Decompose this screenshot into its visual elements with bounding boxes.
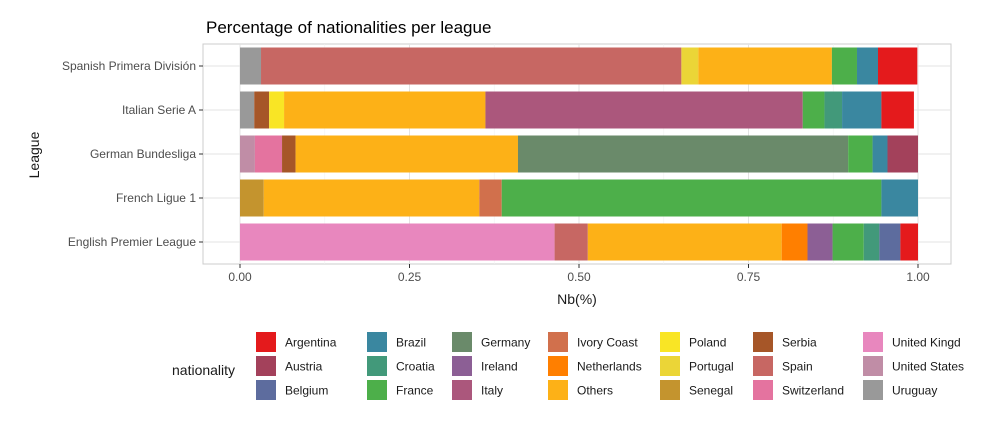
bar-segment-italian-serie-a-argentina [881,91,914,129]
legend-label: Spain [782,360,813,374]
chart-title: Percentage of nationalities per league [206,18,491,37]
legend-key [256,380,276,400]
bars [240,47,918,261]
legend-key [367,356,387,376]
legend-key [660,380,680,400]
bar-segment-french-ligue-1-ivory-coast [479,179,502,217]
legend-label: Austria [285,360,323,374]
bar-segment-english-premier-league-belgium [879,223,901,261]
legend-label: Ivory Coast [577,336,638,350]
bar-segment-spanish-primera-divisi-n-uruguay [240,47,262,85]
bar-segment-italian-serie-a-others [284,91,486,129]
legend-key [256,356,276,376]
legend-label: Serbia [782,336,817,350]
bar-segment-english-premier-league-ireland [807,223,833,261]
legend-label: Italy [481,384,503,398]
bar-segment-english-premier-league-argentina [900,223,918,261]
legend-key [753,380,773,400]
legend-label: Switzerland [782,384,844,398]
legend-label: Brazil [396,336,426,350]
x-tick-label: 0.00 [228,270,252,284]
bar-segment-italian-serie-a-uruguay [240,91,255,129]
y-tick-label: English Premier League [68,235,196,249]
legend-key [452,356,472,376]
bar-segment-italian-serie-a-croatia [824,91,843,129]
bar-segment-spanish-primera-divisi-n-argentina [877,47,918,85]
bar-segment-french-ligue-1-brazil [881,179,918,217]
x-tick-label: 0.75 [737,270,761,284]
y-tick-label: Spanish Primera División [62,59,196,73]
bar-segment-english-premier-league-others [587,223,782,261]
legend-key [753,356,773,376]
bar-segment-italian-serie-a-france [802,91,825,129]
bar-segment-german-bundesliga-switzerland [254,135,283,173]
legend-label: Argentina [285,336,337,350]
legend-key [452,380,472,400]
bar-segment-spanish-primera-divisi-n-brazil [856,47,878,85]
bar-segment-english-premier-league-spain [554,223,588,261]
legend-key [863,332,883,352]
legend-label: France [396,384,434,398]
legend-label: United States [892,360,964,374]
legend: Argentina Brazil Germany Ivory Coast Poland S… [256,332,964,400]
legend-label: Senegal [689,384,733,398]
legend-label: United Kingd [892,336,961,350]
bar-segment-english-premier-league-united-kingdom [240,223,555,261]
legend-key [367,380,387,400]
legend-key [753,332,773,352]
x-tick-label: 0.25 [398,270,422,284]
bar-segment-english-premier-league-netherlands [781,223,808,261]
bar-segment-german-bundesliga-france [848,135,873,173]
legend-label: Uruguay [892,384,937,398]
legend-label: Poland [689,336,726,350]
legend-label: Others [577,384,613,398]
legend-key [367,332,387,352]
x-tick-label: 1.00 [906,270,930,284]
x-axis-title: Nb(%) [557,291,597,307]
y-axis-title: League [26,131,42,178]
legend-label: Germany [481,336,530,350]
bar-segment-german-bundesliga-serbia [282,135,296,173]
x-tick-label: 0.50 [567,270,591,284]
legend-key [660,332,680,352]
legend-key [548,380,568,400]
bar-segment-german-bundesliga-united-states [240,135,255,173]
legend-key [548,356,568,376]
legend-key [660,356,680,376]
bar-segment-german-bundesliga-brazil [872,135,888,173]
x-tick-labels: 0.00 0.25 0.50 0.75 1.00 [228,264,930,284]
y-tick-label: French Ligue 1 [116,191,196,205]
bar-segment-spanish-primera-divisi-n-portugal [681,47,699,85]
legend-key [452,332,472,352]
legend-label: Croatia [396,360,435,374]
y-tick-label: Italian Serie A [122,103,196,117]
legend-title: nationality [172,362,235,378]
legend-label: Portugal [689,360,734,374]
legend-key [863,380,883,400]
bar-segment-french-ligue-1-france [501,179,882,217]
bar-segment-german-bundesliga-austria [887,135,918,173]
bar-segment-spanish-primera-divisi-n-spain [261,47,682,85]
bar-segment-italian-serie-a-poland [269,91,285,129]
bar-segment-french-ligue-1-senegal [240,179,264,217]
bar-segment-italian-serie-a-brazil [842,91,882,129]
legend-label: Belgium [285,384,328,398]
bar-segment-german-bundesliga-germany [517,135,849,173]
bar-segment-french-ligue-1-others [263,179,480,217]
legend-key [256,332,276,352]
legend-key [548,332,568,352]
legend-label: Ireland [481,360,518,374]
bar-segment-italian-serie-a-italy [485,91,803,129]
y-tick-label: German Bundesliga [90,147,196,161]
bar-segment-english-premier-league-france [832,223,864,261]
y-tick-labels: English Premier League French Ligue 1 Germ… [62,59,203,249]
bar-segment-spanish-primera-divisi-n-others [698,47,832,85]
bar-segment-italian-serie-a-serbia [254,91,270,129]
bar-segment-spanish-primera-divisi-n-france [831,47,857,85]
legend-label: Netherlands [577,360,642,374]
legend-key [863,356,883,376]
bar-segment-german-bundesliga-others [295,135,518,173]
bar-segment-english-premier-league-croatia [863,223,880,261]
